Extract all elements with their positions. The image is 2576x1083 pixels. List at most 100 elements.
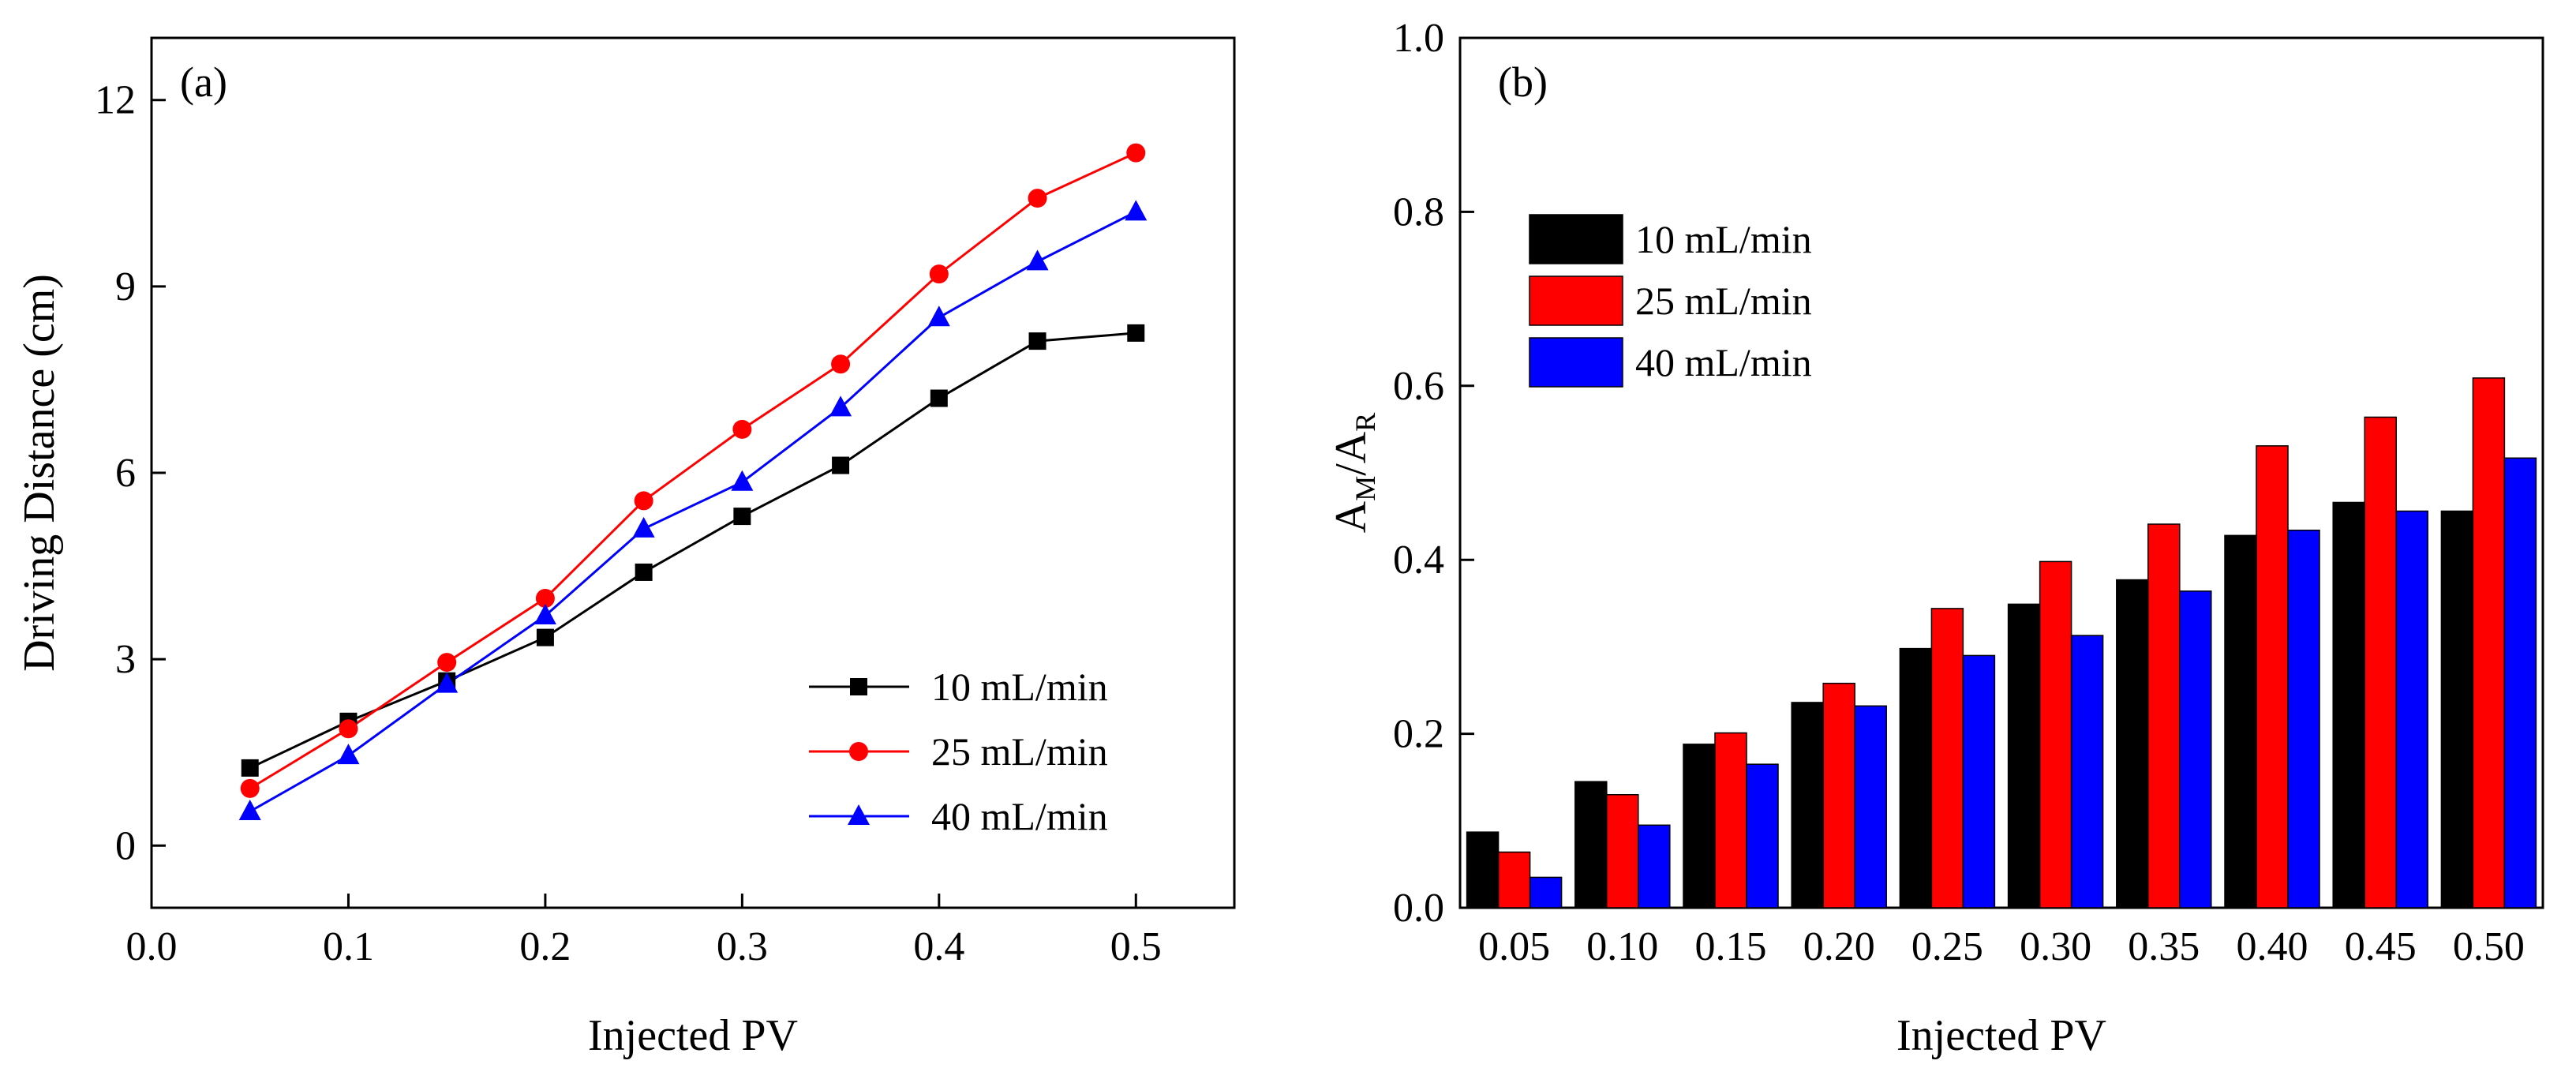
bar [2179,590,2212,909]
data-point-circle [1126,143,1146,163]
bar [2256,445,2289,909]
bar [2007,603,2041,909]
bar [1714,732,1747,909]
x-tick-label-b: 0.30 [2020,924,2091,969]
y-tick-label-a: 3 [115,637,136,682]
x-tick-label-b: 0.05 [1478,924,1550,969]
series-line-1 [249,152,1136,790]
data-point-square [733,508,751,526]
axis-ticks-b: 0.05 0.10 0.15 0.20 0.25 0.30 0.35 0.40 0.45 0.50… [1393,16,2525,969]
bar [2116,579,2149,909]
x-tick-label-a: 0.2 [519,924,571,969]
y-tick-label-b: 0.6 [1393,364,1444,409]
x-tick-label-b: 0.15 [1695,924,1767,969]
data-point-triangle [534,604,556,625]
legend-label: 40 mL/min [931,794,1108,838]
data-point-circle [1028,189,1047,208]
x-axis-label-a: Injected PV [588,1011,798,1060]
data-point-circle [831,354,851,374]
bar [2332,501,2365,909]
legend-swatch [1529,275,1623,326]
x-tick-label-b: 0.35 [2128,924,2200,969]
bar [2503,457,2537,909]
bar [1574,781,1608,909]
y-tick-label-b: 0.8 [1393,189,1444,234]
x-tick-label-b: 0.25 [1911,924,1983,969]
x-tick-label-b: 0.45 [2345,924,2417,969]
bar [2039,560,2072,909]
bar [2472,377,2506,909]
y-axis-label-b-sub-m: M [1350,476,1381,501]
data-point-square [930,389,948,407]
y-axis-label-a: Driving Distance (cm) [15,274,64,672]
data-point-square [536,628,554,646]
line-chart-panel-a: 0.0 0.1 0.2 0.3 0.4 0.5 0 3 6 9 12 (a) Injected PV… [15,36,1236,1060]
y-tick-label-a: 12 [95,78,136,123]
bar [2440,510,2474,909]
bar [2147,523,2181,909]
data-point-circle [732,419,752,439]
x-axis-label-b: Injected PV [1896,1011,2106,1060]
data-point-square [635,563,653,581]
legend-label: 10 mL/min [1635,217,1812,261]
data-point-triangle [927,305,950,327]
legend-swatch [1529,337,1623,388]
y-tick-label-b: 1.0 [1393,16,1444,61]
bar [1930,608,1964,909]
data-point-circle [849,742,868,761]
bar [1497,851,1531,909]
series-line-2 [249,211,1136,813]
data-point-triangle [337,744,360,765]
data-point-circle [339,719,358,739]
bar [1899,647,1933,909]
y-tick-label-b: 0.0 [1393,886,1444,931]
bar [1791,702,1824,909]
y-tick-label-b: 0.2 [1393,712,1444,757]
y-axis-label-b: AM/AR [1327,413,1381,533]
data-point-square [850,678,867,695]
x-tick-label-a: 0.5 [1110,924,1162,969]
x-tick-label-a: 0.1 [323,924,374,969]
data-point-square [1127,324,1145,342]
bar [1683,744,1716,909]
bar [1466,831,1500,909]
data-point-triangle [632,516,655,538]
data-point-triangle [436,672,459,693]
chart-marks-b [1466,377,2537,909]
legend-label: 25 mL/min [931,729,1108,774]
y-tick-label-b: 0.4 [1393,538,1444,583]
bar [2287,529,2320,909]
data-point-triangle [829,395,852,417]
data-point-square [241,759,259,777]
data-point-circle [929,264,949,284]
panel-label-a: (a) [180,58,227,106]
bar [2224,534,2257,909]
plot-frame-a [150,36,1236,909]
y-axis-label-b-sep: /A [1327,431,1376,476]
y-axis-label-b-main: A [1327,500,1376,533]
legend-a: 10 mL/min 25 mL/min 40 mL/min [809,665,1108,838]
series-line-0 [249,332,1136,770]
bar [1529,876,1563,909]
bar [1822,682,1855,909]
x-tick-label-b: 0.20 [1803,924,1875,969]
y-tick-label-a: 9 [115,264,136,309]
bar [2070,635,2104,909]
bar [1962,654,1996,909]
bar [1854,705,1887,909]
bar [2395,510,2428,909]
data-point-circle [634,491,653,511]
legend-label: 25 mL/min [1635,279,1812,323]
x-tick-label-b: 0.10 [1586,924,1658,969]
x-tick-label-b: 0.40 [2237,924,2308,969]
axis-ticks-a: 0.0 0.1 0.2 0.3 0.4 0.5 0 3 6 9 12 [95,78,1162,969]
bar-chart-panel-b: 0.05 0.10 0.15 0.20 0.25 0.30 0.35 0.40 0.45 0.50… [1327,16,2544,1060]
bar [2364,416,2397,909]
x-tick-label-b: 0.50 [2453,924,2525,969]
data-point-triangle [731,470,754,491]
legend-label: 10 mL/min [931,665,1108,709]
data-point-circle [535,589,555,609]
x-tick-label-a: 0.0 [126,924,178,969]
data-point-triangle [238,799,261,820]
